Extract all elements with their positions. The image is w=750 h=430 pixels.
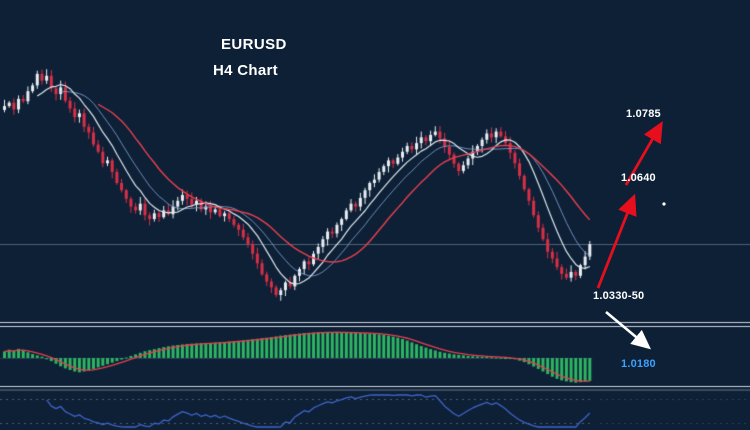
price-label-lower-target: 1.0180 bbox=[621, 358, 656, 370]
timeframe-title: H4 Chart bbox=[213, 62, 278, 79]
price-label-mid-target: 1.0640 bbox=[621, 172, 656, 184]
symbol-title: EURUSD bbox=[221, 36, 287, 53]
price-label-upper-target: 1.0785 bbox=[626, 108, 661, 120]
price-label-support-zone: 1.0330-50 bbox=[593, 290, 645, 302]
